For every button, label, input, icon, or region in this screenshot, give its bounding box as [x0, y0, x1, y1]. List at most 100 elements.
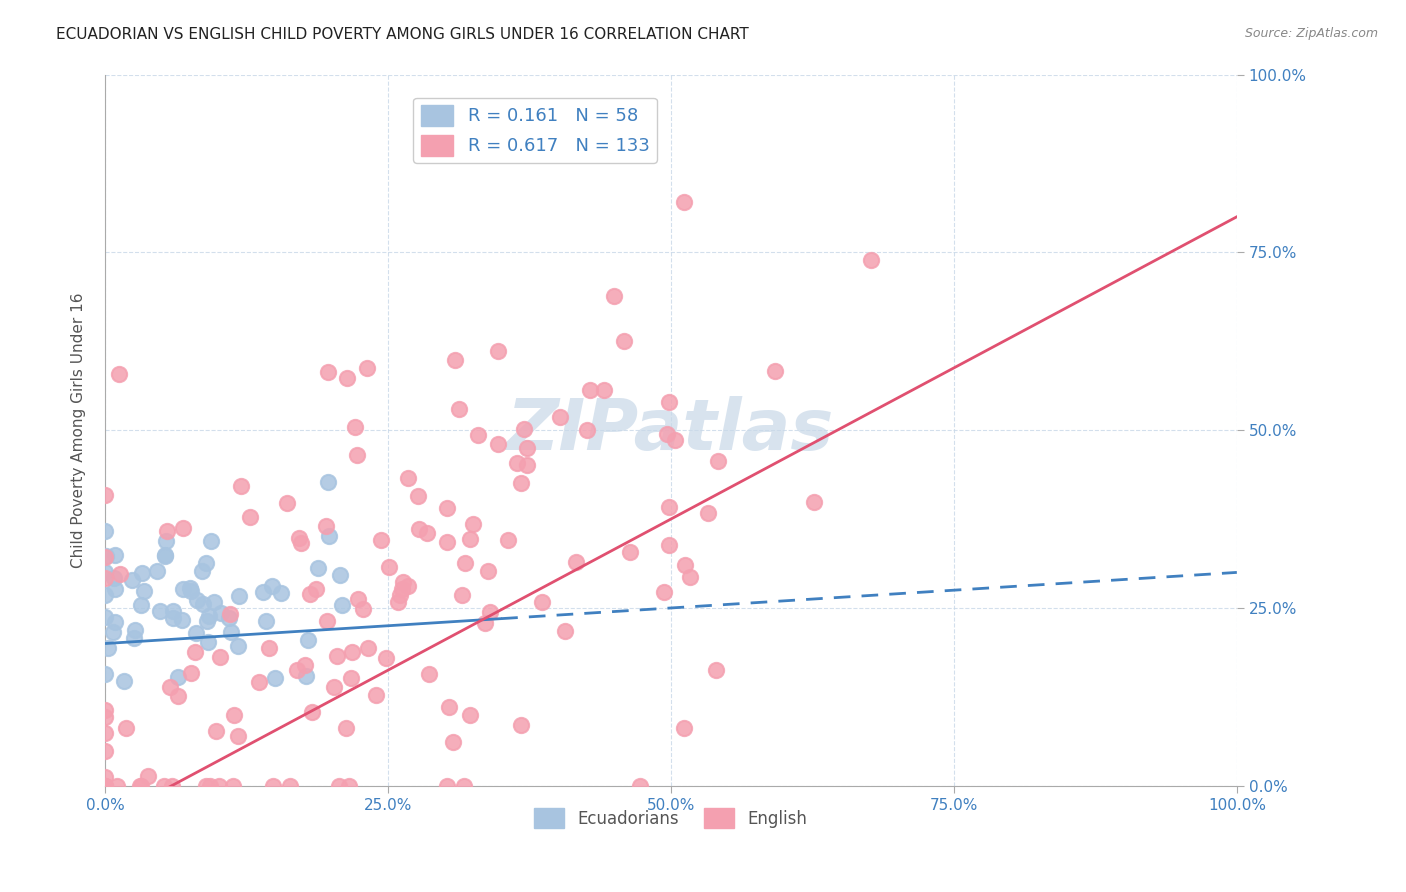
Point: [416, 525, 439, 540]
Point: [191, 564, 214, 578]
Point: [486, 437, 509, 451]
Text: ZIPatlas: ZIPatlas: [508, 396, 835, 465]
Point: [658, 500, 681, 515]
Point: [305, 582, 328, 596]
Point: [96, 549, 118, 563]
Point: [208, 650, 231, 665]
Point: [128, 779, 150, 793]
Point: [329, 568, 352, 582]
Point: [290, 536, 312, 550]
Point: [167, 671, 190, 685]
Point: [396, 471, 419, 485]
Point: [94, 779, 117, 793]
Point: [195, 779, 218, 793]
Point: [239, 510, 262, 524]
Point: [103, 571, 125, 585]
Point: [678, 570, 700, 584]
Point: [247, 675, 270, 690]
Point: [226, 729, 249, 743]
Point: [322, 680, 344, 694]
Point: [460, 708, 482, 723]
Point: [370, 533, 392, 547]
Point: [479, 605, 502, 619]
Point: [198, 608, 221, 623]
Point: [94, 703, 117, 717]
Point: [209, 607, 232, 621]
Point: [664, 433, 686, 447]
Point: [288, 531, 311, 545]
Point: [156, 524, 179, 538]
Point: [335, 721, 357, 735]
Point: [356, 360, 378, 375]
Point: [406, 489, 429, 503]
Point: [418, 667, 440, 681]
Point: [706, 663, 728, 677]
Point: [441, 735, 464, 749]
Point: [516, 458, 538, 472]
Point: [706, 454, 728, 468]
Point: [436, 535, 458, 549]
Point: [122, 631, 145, 645]
Point: [94, 524, 117, 538]
Point: [347, 592, 370, 607]
Point: [198, 779, 221, 793]
Point: [391, 582, 413, 596]
Point: [186, 593, 208, 607]
Point: [254, 614, 277, 628]
Point: [628, 779, 651, 793]
Point: [97, 640, 120, 655]
Point: [172, 521, 194, 535]
Point: [180, 666, 202, 681]
Point: [131, 598, 153, 612]
Point: [474, 615, 496, 630]
Point: [436, 779, 458, 793]
Point: [285, 663, 308, 677]
Point: [531, 595, 554, 609]
Point: [166, 689, 188, 703]
Point: [184, 625, 207, 640]
Point: [613, 334, 636, 349]
Point: [330, 598, 353, 612]
Point: [172, 613, 194, 627]
Legend: Ecuadorians, English: Ecuadorians, English: [527, 802, 814, 834]
Point: [447, 402, 470, 417]
Point: [94, 610, 117, 624]
Point: [325, 648, 347, 663]
Point: [219, 607, 242, 622]
Point: [160, 779, 183, 793]
Point: [129, 779, 152, 793]
Point: [318, 529, 340, 543]
Point: [619, 545, 641, 559]
Point: [477, 565, 499, 579]
Point: [697, 506, 720, 520]
Point: [575, 423, 598, 437]
Point: [172, 582, 194, 596]
Point: [195, 614, 218, 628]
Point: [124, 624, 146, 638]
Point: [155, 533, 177, 548]
Point: [316, 614, 339, 628]
Point: [673, 721, 696, 735]
Point: [108, 567, 131, 582]
Point: [259, 640, 281, 655]
Point: [548, 410, 571, 425]
Point: [260, 579, 283, 593]
Point: [564, 555, 586, 569]
Point: [197, 635, 219, 649]
Text: Source: ZipAtlas.com: Source: ZipAtlas.com: [1244, 27, 1378, 40]
Point: [578, 383, 600, 397]
Point: [392, 575, 415, 590]
Point: [803, 495, 825, 509]
Point: [222, 779, 245, 793]
Point: [162, 604, 184, 618]
Point: [297, 633, 319, 648]
Point: [352, 602, 374, 616]
Point: [153, 779, 176, 793]
Point: [94, 549, 117, 564]
Point: [94, 779, 117, 793]
Point: [115, 721, 138, 735]
Point: [513, 422, 536, 436]
Point: [366, 688, 388, 702]
Point: [673, 558, 696, 572]
Point: [516, 441, 538, 455]
